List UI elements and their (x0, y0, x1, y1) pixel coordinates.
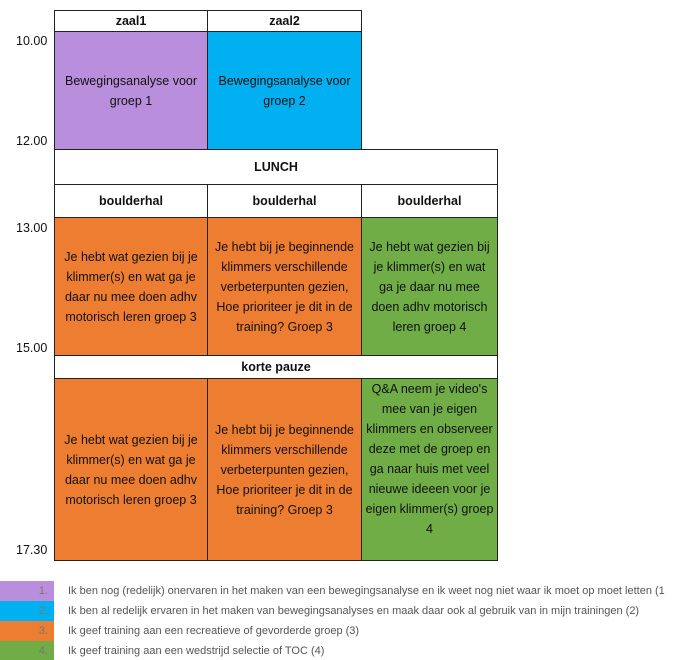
time-label: 12.00 (16, 134, 48, 148)
legend-text: Ik ben al redelijk ervaren in het maken … (68, 605, 640, 617)
pause-row: korte pauze (54, 355, 498, 379)
session-cell: Bewegingsanalyse voor groep 2 (207, 31, 362, 150)
legend-number: 4. (0, 641, 54, 660)
time-label: 17.30 (16, 543, 48, 557)
legend-number: 2. (0, 601, 54, 621)
time-label: 13.00 (16, 221, 48, 235)
legend-text: Ik ben nog (redelijk) onervaren in het m… (68, 585, 665, 597)
session-cell: Je hebt bij je beginnende klimmers versc… (207, 217, 362, 356)
session-cell: Bewegingsanalyse voor groep 1 (54, 31, 208, 150)
lunch-row: LUNCH (54, 149, 498, 185)
session-cell: Je hebt wat gezien bij je klimmer(s) en … (361, 217, 498, 356)
legend-text: Ik geef training aan een wedstrijd selec… (68, 645, 325, 657)
session-cell: Je hebt wat gezien bij je klimmer(s) en … (54, 378, 208, 561)
legend-text: Ik geef training aan een recreatieve of … (68, 625, 360, 637)
legend-number: 1. (0, 581, 54, 601)
header-cell: zaal2 (207, 10, 362, 32)
header-cell: zaal1 (54, 10, 208, 32)
venue-cell: boulderhal (54, 184, 208, 218)
venue-cell: boulderhal (207, 184, 362, 218)
time-label: 10.00 (16, 34, 48, 48)
time-label: 15.00 (16, 341, 48, 355)
session-cell: Je hebt wat gezien bij je klimmer(s) en … (54, 217, 208, 356)
session-cell: Q&A neem je video's mee van je eigen kli… (361, 378, 498, 561)
venue-cell: boulderhal (361, 184, 498, 218)
session-cell: Je hebt bij je beginnende klimmers versc… (207, 378, 362, 561)
legend-number: 3. (0, 621, 54, 641)
